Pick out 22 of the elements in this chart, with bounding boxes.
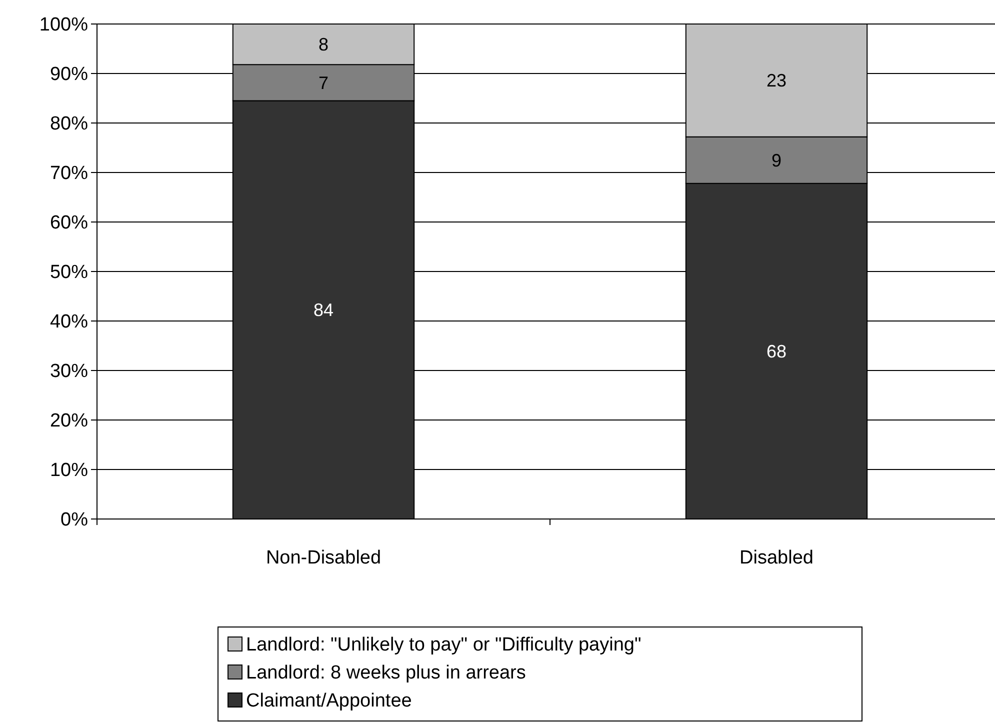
x-tick-label: Disabled bbox=[740, 548, 814, 569]
x-tick-label: Non-Disabled bbox=[266, 548, 382, 569]
y-tick-label: 100% bbox=[39, 14, 88, 36]
data-label: 68 bbox=[766, 341, 787, 362]
data-label: 7 bbox=[318, 72, 329, 93]
y-tick-label: 70% bbox=[50, 163, 88, 184]
legend-label: Landlord: 8 weeks plus in arrears bbox=[246, 662, 526, 684]
y-tick-label: 20% bbox=[50, 410, 88, 432]
legend-label: Claimant/Appointee bbox=[246, 690, 412, 712]
y-tick-label: 90% bbox=[50, 64, 88, 86]
y-tick-label: 60% bbox=[50, 212, 88, 234]
y-tick-label: 80% bbox=[50, 114, 88, 135]
legend-label: Landlord: "Unlikely to pay" or "Difficulty paying" bbox=[246, 634, 642, 656]
y-tick-label: 0% bbox=[60, 510, 88, 531]
data-label: 8 bbox=[318, 34, 329, 55]
y-tick-label: 50% bbox=[50, 262, 88, 284]
data-label: 23 bbox=[766, 70, 787, 91]
y-tick-label: 40% bbox=[50, 312, 88, 333]
data-label: 9 bbox=[771, 150, 782, 170]
data-label: 84 bbox=[313, 300, 334, 320]
y-tick-label: 30% bbox=[50, 361, 88, 382]
y-tick-label: 10% bbox=[50, 460, 88, 482]
